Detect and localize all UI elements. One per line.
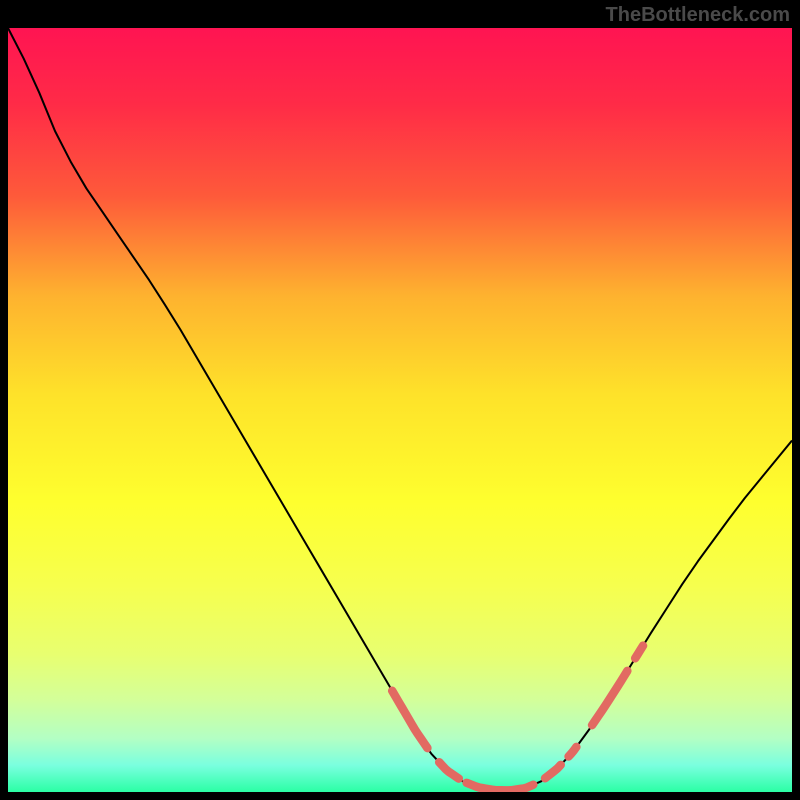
watermark-text: TheBottleneck.com: [606, 4, 790, 27]
plot-area: [8, 28, 792, 792]
chart-container: TheBottleneck.com: [0, 0, 800, 800]
gradient-background: [8, 28, 792, 792]
chart-svg: [8, 28, 792, 792]
